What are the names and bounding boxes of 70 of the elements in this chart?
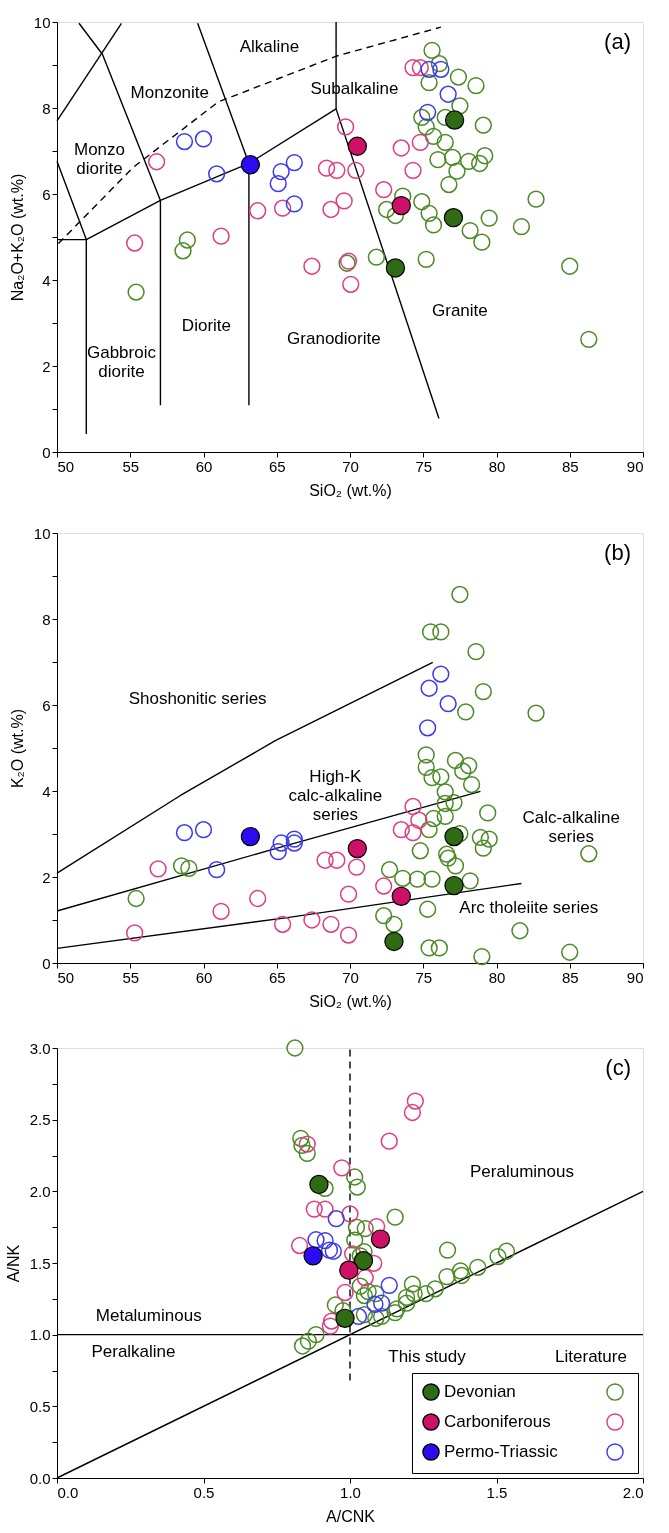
annotation: Calc-alkaline series bbox=[522, 807, 620, 846]
y-tick-label: 2 bbox=[42, 357, 51, 375]
x-tick-label: 65 bbox=[268, 457, 286, 475]
x-tick-label: 60 bbox=[195, 968, 213, 986]
annotation: This study bbox=[388, 1347, 467, 1366]
y-tick-label: 8 bbox=[42, 610, 51, 628]
x-tick-label: 2.0 bbox=[622, 1483, 644, 1501]
x-tick-label: 90 bbox=[626, 457, 644, 475]
x-tick-label: 55 bbox=[122, 457, 140, 475]
y-axis-title: A/NK bbox=[4, 1244, 22, 1283]
y-tick-label: 0 bbox=[42, 443, 51, 461]
legend-label: Devonian bbox=[444, 1382, 516, 1402]
x-tick-label: 85 bbox=[561, 457, 579, 475]
annotation: Peralkaline bbox=[91, 1342, 176, 1362]
x-tick-label: 80 bbox=[488, 457, 506, 475]
y-tick-label: 2.0 bbox=[29, 1182, 51, 1200]
y-axis-title: Na₂O+K₂O (wt.%) bbox=[8, 173, 26, 302]
annotation: High-K calc-alkaline series bbox=[288, 766, 383, 824]
x-tick-label: 80 bbox=[488, 968, 506, 986]
y-tick-label: 10 bbox=[33, 524, 51, 542]
y-tick-label: 2.5 bbox=[29, 1111, 51, 1129]
annotation: Peraluminous bbox=[470, 1162, 574, 1182]
annotation: Arc tholeiite series bbox=[459, 897, 599, 917]
annotation: Shoshonitic series bbox=[128, 689, 267, 709]
chart-title: (b) bbox=[604, 540, 631, 565]
chart-title: (c) bbox=[605, 1055, 631, 1080]
y-tick-label: 3.0 bbox=[29, 1039, 51, 1057]
x-tick-label: 75 bbox=[415, 968, 433, 986]
y-tick-label: 0.5 bbox=[29, 1397, 51, 1415]
y-tick-label: 1.0 bbox=[29, 1326, 51, 1344]
annotation: Gabbroic diorite bbox=[86, 343, 157, 382]
x-tick-label: 1.0 bbox=[340, 1483, 361, 1501]
y-tick-label: 2 bbox=[42, 868, 51, 886]
y-tick-label: 6 bbox=[42, 185, 51, 203]
y-tick-label: 6 bbox=[42, 696, 51, 714]
x-tick-label: 1.5 bbox=[486, 1483, 508, 1501]
legend-label: Carboniferous bbox=[444, 1412, 551, 1431]
annotation: Granite bbox=[432, 300, 488, 320]
y-tick-label: 1.5 bbox=[29, 1254, 51, 1272]
annotation: Monzonite bbox=[130, 82, 210, 102]
annotation: Diorite bbox=[181, 315, 231, 335]
x-tick-label: 90 bbox=[626, 968, 644, 986]
x-tick-label: 65 bbox=[268, 968, 286, 986]
x-axis-title: SiO₂ (wt.%) bbox=[309, 481, 392, 499]
annotation: Literature bbox=[555, 1347, 627, 1366]
x-tick-label: 70 bbox=[342, 457, 359, 475]
annotation: Metaluminous bbox=[95, 1306, 202, 1326]
y-axis-title: K₂O (wt.%) bbox=[8, 708, 26, 789]
x-tick-label: 50 bbox=[57, 968, 75, 986]
x-axis-title: SiO₂ (wt.%) bbox=[309, 992, 392, 1010]
x-axis-title: A/CNK bbox=[326, 1507, 376, 1525]
y-tick-label: 0 bbox=[42, 954, 51, 972]
annotation: Monzo diorite bbox=[73, 140, 125, 179]
annotation: Alkaline bbox=[239, 36, 300, 56]
y-tick-label: 8 bbox=[42, 99, 51, 117]
y-tick-label: 10 bbox=[33, 13, 51, 31]
x-tick-label: 50 bbox=[57, 457, 75, 475]
x-tick-label: 55 bbox=[122, 968, 140, 986]
annotation: Granodiorite bbox=[287, 329, 381, 349]
x-tick-label: 85 bbox=[561, 968, 579, 986]
y-tick-label: 4 bbox=[42, 271, 51, 289]
y-tick-label: 4 bbox=[42, 782, 51, 800]
y-tick-label: 0.0 bbox=[29, 1469, 51, 1487]
x-tick-label: 75 bbox=[415, 457, 433, 475]
x-tick-label: 60 bbox=[195, 457, 213, 475]
x-tick-label: 0.5 bbox=[193, 1483, 215, 1501]
x-tick-label: 0.0 bbox=[57, 1483, 79, 1501]
x-tick-label: 70 bbox=[342, 968, 359, 986]
chart-title: (a) bbox=[604, 29, 631, 54]
legend-label: Permo-Triassic bbox=[444, 1442, 559, 1461]
